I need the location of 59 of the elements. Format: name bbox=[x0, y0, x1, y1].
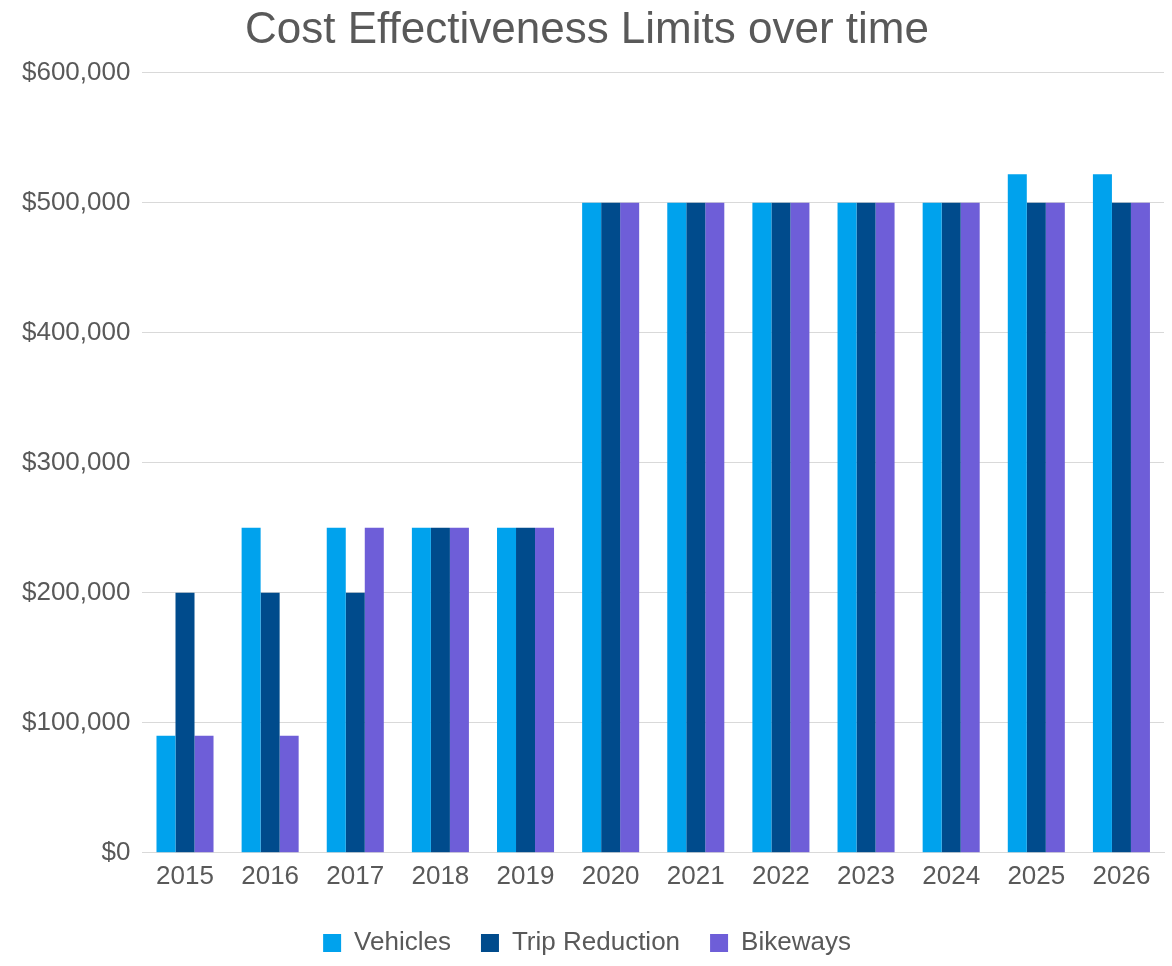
x-tick-label: 2023 bbox=[837, 859, 895, 890]
bar bbox=[535, 527, 555, 853]
x-tick-label: 2015 bbox=[156, 859, 214, 890]
bar bbox=[1130, 202, 1150, 853]
x-tick-label: 2022 bbox=[751, 859, 810, 890]
bar bbox=[790, 202, 810, 853]
x-tick-label: 2019 bbox=[496, 859, 555, 890]
bar bbox=[449, 527, 469, 853]
bar bbox=[279, 735, 299, 853]
y-tick-label: $0 bbox=[101, 835, 131, 866]
bar bbox=[516, 527, 536, 853]
bar bbox=[364, 527, 384, 853]
x-tick-label: 2017 bbox=[326, 859, 385, 890]
bar bbox=[856, 202, 876, 853]
bar bbox=[922, 202, 942, 853]
bar bbox=[705, 202, 725, 853]
bar bbox=[941, 202, 961, 853]
bar bbox=[582, 202, 602, 853]
y-tick-label: $300,000 bbox=[21, 445, 131, 476]
y-tick-label: $100,000 bbox=[21, 705, 131, 736]
bar bbox=[960, 202, 980, 853]
bar bbox=[156, 735, 176, 853]
y-tick-label: $500,000 bbox=[21, 185, 131, 216]
bar bbox=[175, 592, 195, 853]
bar bbox=[1092, 174, 1112, 853]
bar bbox=[601, 202, 621, 853]
bar bbox=[1026, 202, 1046, 853]
bar bbox=[1007, 174, 1027, 853]
bar bbox=[771, 202, 791, 853]
legend-label: Vehicles bbox=[354, 926, 451, 957]
bar bbox=[326, 527, 346, 853]
bar bbox=[875, 202, 895, 853]
bar bbox=[686, 202, 706, 853]
bar bbox=[752, 202, 772, 853]
x-tick-label: 2025 bbox=[1007, 859, 1066, 890]
x-tick-label: 2016 bbox=[241, 859, 300, 890]
legend-label: Bikeways bbox=[741, 926, 851, 957]
bar bbox=[194, 735, 214, 853]
bar bbox=[241, 527, 261, 853]
y-tick-label: $200,000 bbox=[21, 575, 131, 606]
legend-label: Trip Reduction bbox=[511, 926, 681, 957]
bar bbox=[620, 202, 640, 853]
bar bbox=[1111, 202, 1131, 853]
x-tick-label: 2020 bbox=[581, 859, 640, 890]
bar bbox=[1045, 202, 1065, 853]
x-tick-label: 2018 bbox=[411, 859, 470, 890]
y-tick-label: $400,000 bbox=[21, 315, 131, 346]
bar bbox=[837, 202, 857, 853]
bar bbox=[345, 592, 365, 853]
bar bbox=[260, 592, 280, 853]
bar bbox=[430, 527, 450, 853]
bar bbox=[667, 202, 687, 853]
y-tick-label: $600,000 bbox=[21, 55, 131, 86]
bar bbox=[497, 527, 517, 853]
bar bbox=[411, 527, 431, 853]
chart-title: Cost Effectiveness Limits over time bbox=[245, 2, 929, 52]
x-tick-label: 2024 bbox=[922, 859, 981, 890]
x-tick-label: 2021 bbox=[666, 859, 725, 890]
x-tick-label: 2026 bbox=[1092, 859, 1151, 890]
